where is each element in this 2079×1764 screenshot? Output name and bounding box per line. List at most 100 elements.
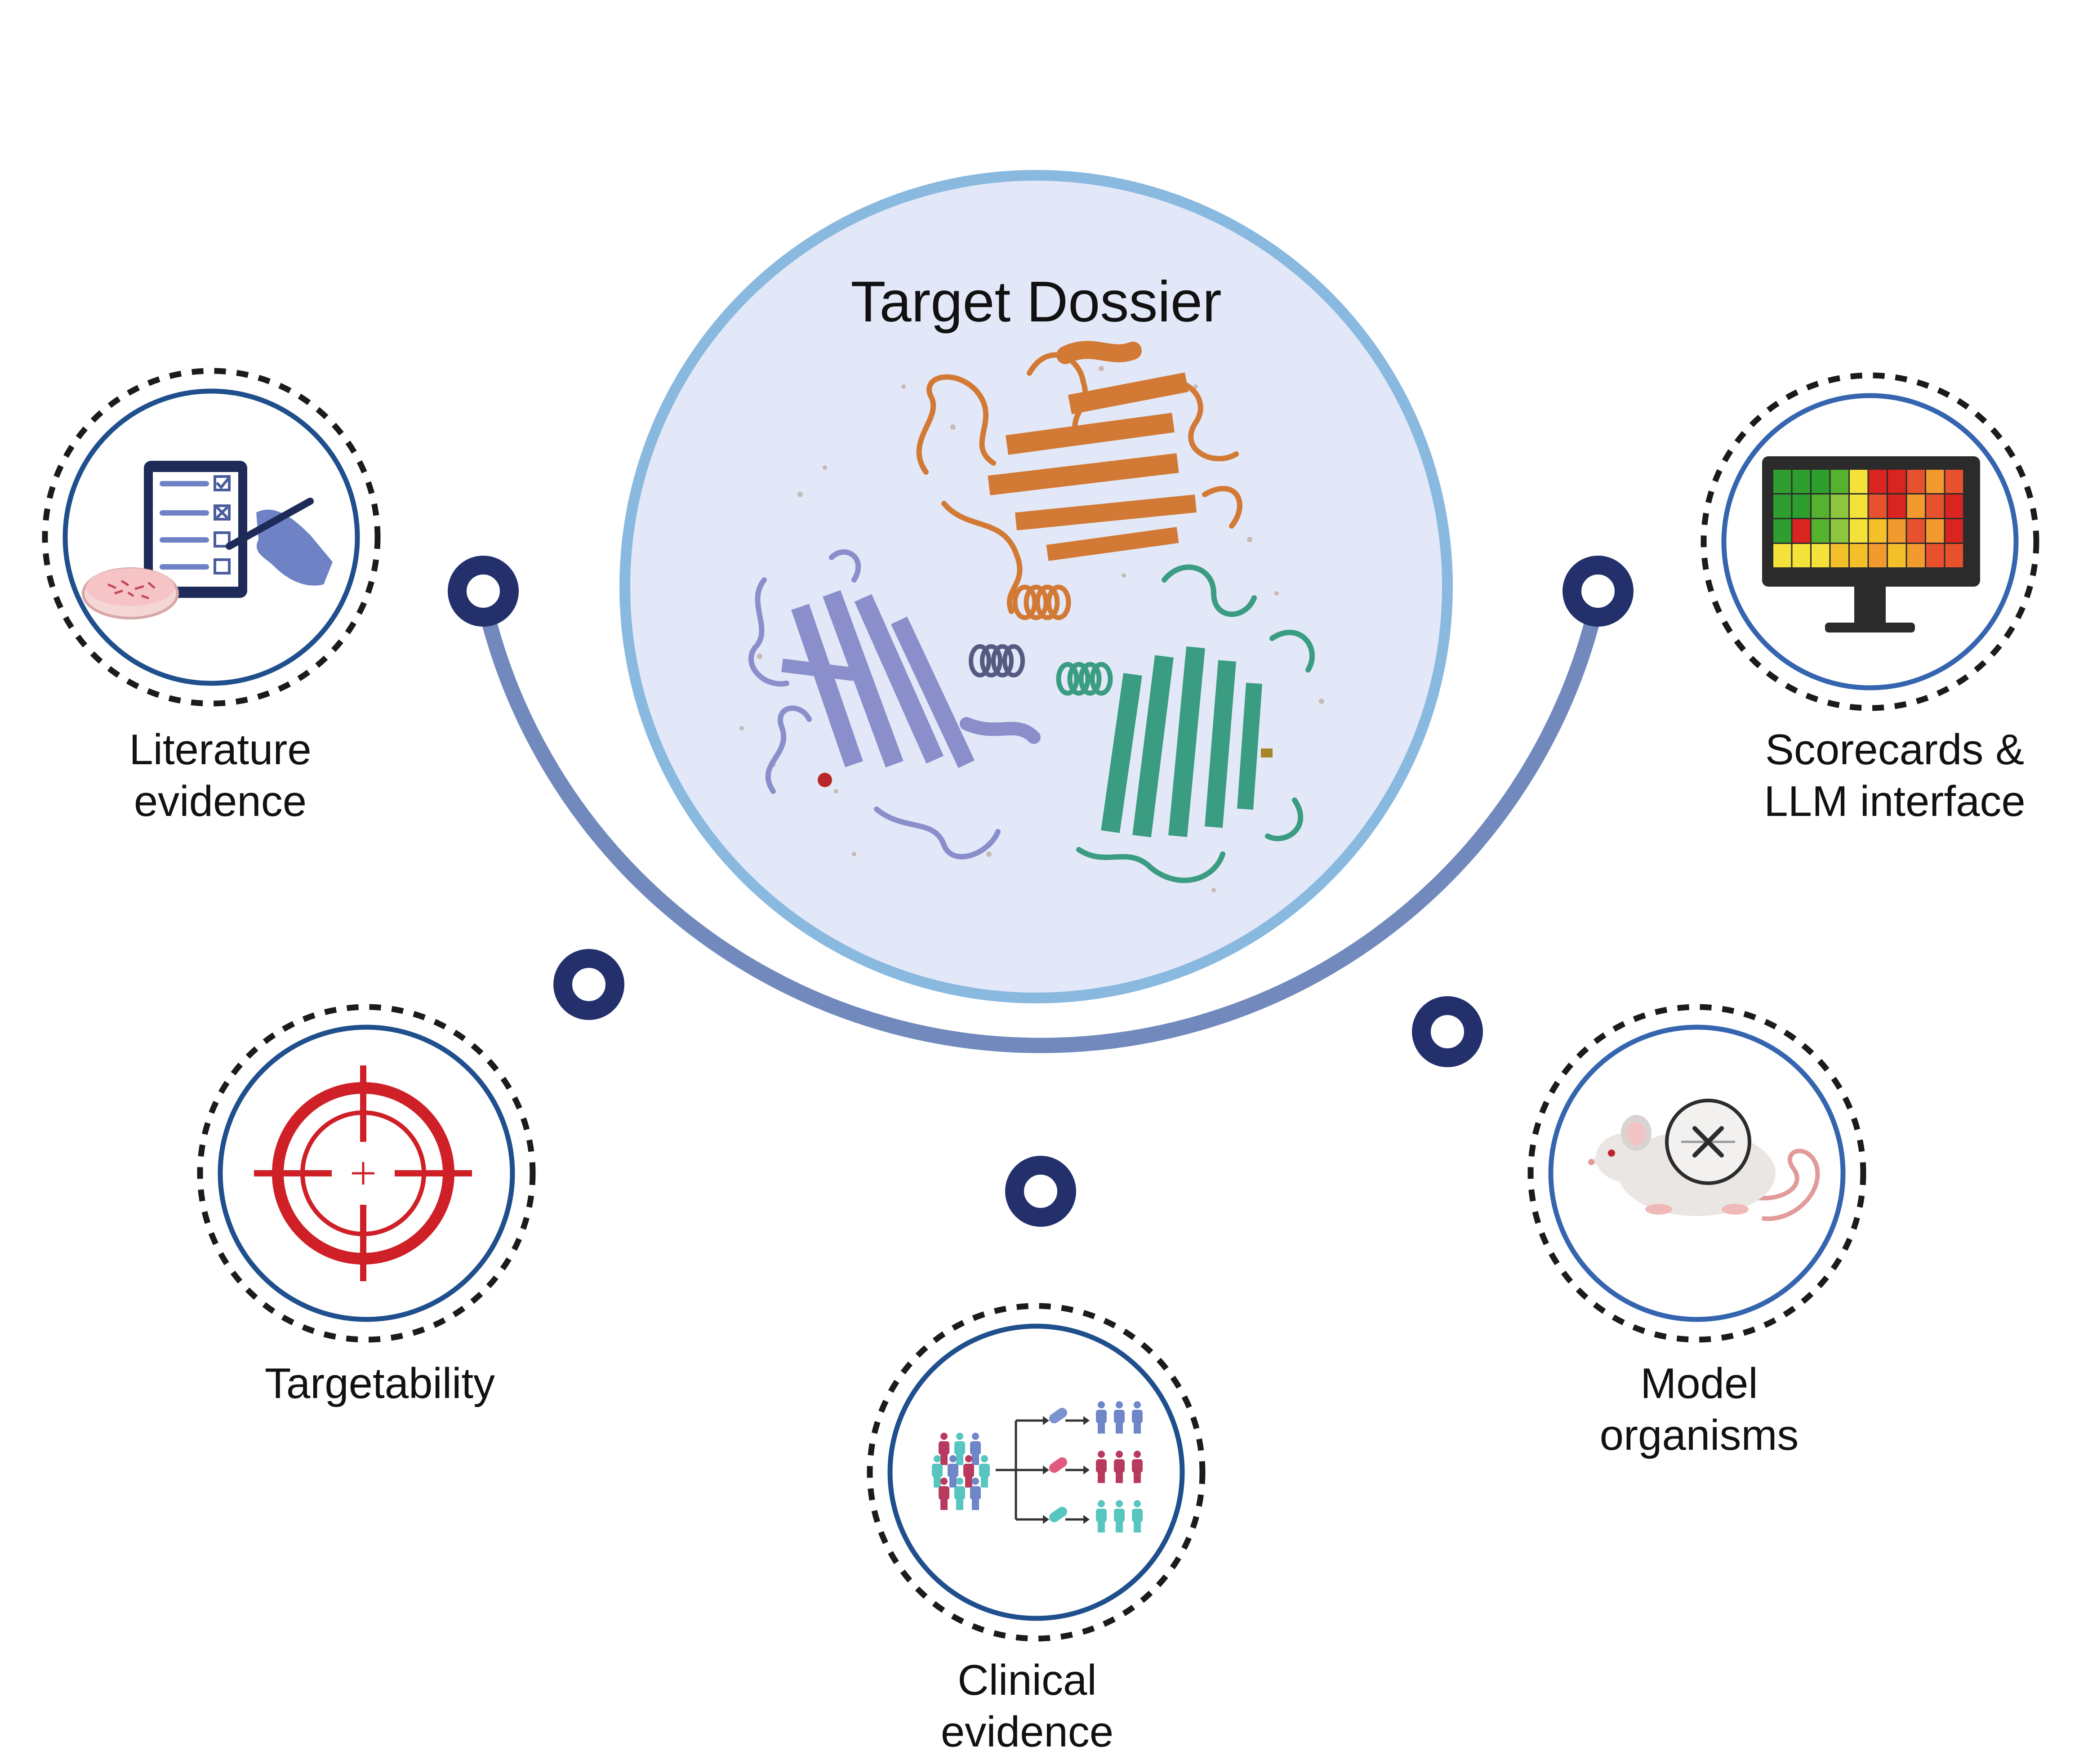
arc-node-scorecards xyxy=(1563,556,1634,627)
target-dossier-circle: Target Dossier xyxy=(619,170,1453,1003)
literature-label-line2: evidence xyxy=(134,777,307,825)
heatmap-cell xyxy=(1926,519,1944,543)
heatmap-cell xyxy=(1812,519,1830,543)
dotted-ring xyxy=(867,1303,1206,1642)
heatmap-cell xyxy=(1773,470,1791,493)
heatmap-cell xyxy=(1830,494,1848,518)
protein-chain-orange xyxy=(916,341,1242,620)
heatmap-cell xyxy=(1792,544,1810,567)
heatmap-monitor-icon xyxy=(1762,456,1980,633)
clinical-label-line2: evidence xyxy=(941,1708,1113,1756)
heatmap-cell xyxy=(1792,494,1810,518)
person-icon xyxy=(932,1455,943,1488)
heatmap-cell xyxy=(1830,544,1848,567)
heatmap-cell xyxy=(1945,470,1963,493)
heatmap-cell xyxy=(1888,544,1906,567)
protein-chain-green xyxy=(1056,564,1315,883)
module-ring xyxy=(887,1323,1185,1621)
heatmap-cell xyxy=(1869,494,1887,518)
person-icon xyxy=(1096,1401,1107,1434)
targetability-label: Targetability xyxy=(265,1359,495,1408)
heatmap-cell xyxy=(1869,544,1887,567)
crosshair-target-icon xyxy=(254,1065,472,1281)
person-icon xyxy=(1132,1451,1143,1483)
heatmap-cell xyxy=(1850,519,1868,543)
heatmap-cell xyxy=(1945,494,1963,518)
dotted-ring xyxy=(197,1004,536,1343)
dotted-ring xyxy=(42,368,381,707)
person-icon xyxy=(948,1455,958,1488)
heatmap-cell xyxy=(1926,544,1944,567)
heatmap-cell xyxy=(1869,519,1887,543)
module-scorecards-llm: Scorecards & LLM interface xyxy=(1701,372,2039,825)
person-icon xyxy=(963,1455,974,1488)
literature-label-line1: Literature xyxy=(129,726,312,774)
person-icon xyxy=(1096,1451,1107,1483)
heatmap-cell xyxy=(1907,494,1925,518)
heatmap-cell xyxy=(1907,470,1925,493)
clipboard-petri-dish-icon xyxy=(82,461,333,619)
heatmap-cell xyxy=(1945,519,1963,543)
heatmap-cell xyxy=(1869,470,1887,493)
person-icon xyxy=(970,1433,981,1465)
module-literature-evidence: Literature evidence xyxy=(42,368,381,825)
module-clinical-evidence: Clinical evidence xyxy=(867,1303,1206,1756)
heatmap-cell xyxy=(1926,494,1944,518)
module-model-organisms: Model organisms xyxy=(1527,1004,1866,1459)
person-icon xyxy=(970,1478,981,1510)
heatmap-grid xyxy=(1773,470,1963,567)
arc-node-targetability xyxy=(553,949,624,1020)
heatmap-cell xyxy=(1792,470,1810,493)
heatmap-cell xyxy=(1812,470,1830,493)
scorecards-label-line2: LLM interface xyxy=(1764,777,2026,825)
heatmap-cell xyxy=(1773,519,1791,543)
clinical-label-line1: Clinical xyxy=(957,1656,1096,1704)
heatmap-cell xyxy=(1926,470,1944,493)
arc-node-literature xyxy=(448,556,519,627)
person-icon xyxy=(954,1433,965,1465)
heatmap-cell xyxy=(1850,544,1868,567)
heatmap-cell xyxy=(1907,519,1925,543)
heatmap-cell xyxy=(1888,470,1906,493)
target-dossier-title: Target Dossier xyxy=(850,270,1221,334)
protein-chain-purple xyxy=(748,549,1041,860)
heatmap-cell xyxy=(1888,494,1906,518)
heatmap-cell xyxy=(1850,494,1868,518)
arc-node-clinical xyxy=(1005,1156,1076,1227)
knockout-mouse-icon xyxy=(1588,1099,1820,1221)
dotted-ring xyxy=(1527,1004,1866,1343)
model-label-line1: Model xyxy=(1640,1359,1758,1408)
person-icon xyxy=(1114,1500,1125,1532)
patient-cohort-icon xyxy=(932,1401,1143,1532)
heatmap-cell xyxy=(1888,519,1906,543)
person-icon xyxy=(954,1478,965,1510)
person-icon xyxy=(939,1433,949,1465)
heatmap-cell xyxy=(1830,470,1848,493)
heatmap-cell xyxy=(1812,544,1830,567)
person-icon xyxy=(1096,1500,1107,1532)
heatmap-cell xyxy=(1773,544,1791,567)
protein-structure-icon xyxy=(739,341,1324,892)
connector-arc xyxy=(476,590,1606,1053)
scorecards-label-line1: Scorecards & xyxy=(1765,726,2024,774)
person-icon xyxy=(1132,1500,1143,1532)
heatmap-cell xyxy=(1850,470,1868,493)
person-icon xyxy=(1132,1401,1143,1434)
person-icon xyxy=(939,1478,949,1510)
dotted-ring xyxy=(1701,372,2039,711)
heatmap-cell xyxy=(1945,544,1963,567)
heatmap-cell xyxy=(1907,544,1925,567)
heatmap-cell xyxy=(1773,494,1791,518)
arc-nodes xyxy=(448,556,1634,1227)
person-icon xyxy=(979,1455,990,1488)
person-icon xyxy=(1114,1451,1125,1483)
person-icon xyxy=(1114,1401,1125,1434)
model-label-line2: organisms xyxy=(1600,1411,1799,1459)
arc-node-model xyxy=(1412,996,1483,1067)
heatmap-cell xyxy=(1812,494,1830,518)
heatmap-cell xyxy=(1792,519,1810,543)
module-targetability: Targetability xyxy=(197,1004,536,1408)
heatmap-cell xyxy=(1830,519,1848,543)
